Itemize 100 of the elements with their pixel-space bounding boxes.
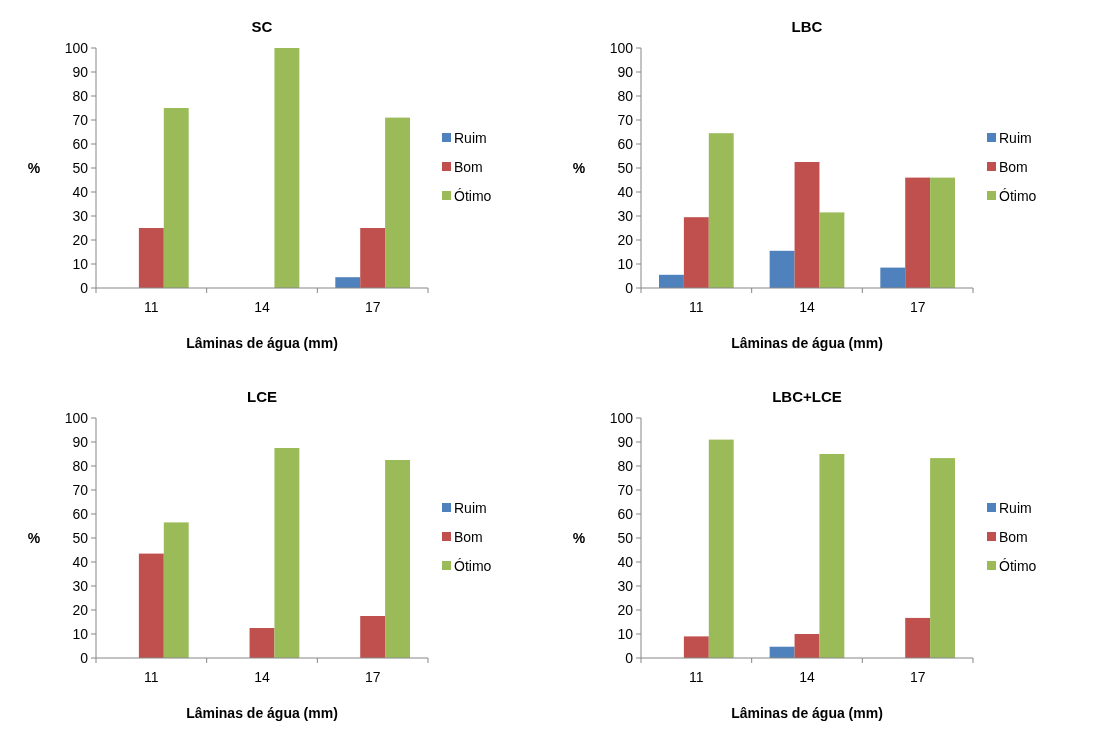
x-tick-label: 11 [144, 669, 159, 685]
x-axis-title: Lâminas de água (mm) [186, 705, 338, 721]
x-tick-label: 14 [799, 299, 815, 315]
y-tick-label: 10 [617, 625, 634, 642]
x-axis-title: Lâminas de água (mm) [186, 335, 338, 351]
y-tick-label: 40 [72, 553, 89, 570]
bar [930, 177, 956, 288]
chart-title: SC [251, 18, 273, 35]
bar [683, 217, 709, 288]
bar [385, 117, 411, 288]
y-tick-label: 30 [72, 577, 89, 594]
y-tick-label: 40 [617, 553, 634, 570]
y-tick-label: 60 [617, 505, 634, 522]
y-tick-label: 20 [72, 601, 89, 618]
y-tick-label: 100 [609, 409, 634, 426]
y-tick-label: 60 [72, 505, 89, 522]
bar [683, 636, 709, 658]
x-tick-label: 17 [909, 669, 926, 685]
bar [930, 458, 956, 658]
bar [385, 460, 411, 658]
legend-label: Ótimo [999, 187, 1037, 204]
legend-label: Bom [999, 158, 1028, 175]
x-tick-label: 17 [909, 299, 926, 315]
y-tick-label: 100 [609, 39, 634, 56]
legend-label: Ótimo [454, 187, 492, 204]
bar [138, 553, 164, 658]
chart-title: LBC+LCE [772, 388, 842, 405]
y-tick-label: 80 [72, 87, 89, 104]
y-tick-label: 30 [72, 207, 89, 224]
bar [794, 162, 820, 288]
y-tick-label: 0 [80, 649, 89, 666]
y-tick-label: 60 [617, 135, 634, 152]
x-tick-label: 11 [689, 299, 704, 315]
y-tick-label: 30 [617, 207, 634, 224]
y-tick-label: 40 [72, 183, 89, 200]
y-tick-label: 0 [625, 649, 634, 666]
y-axis-title: % [572, 159, 586, 176]
legend-label: Ótimo [454, 557, 492, 574]
y-tick-label: 90 [617, 63, 634, 80]
legend-label: Bom [999, 528, 1028, 545]
y-tick-label: 100 [64, 39, 89, 56]
y-tick-label: 0 [80, 279, 89, 296]
legend-label: Bom [454, 158, 483, 175]
x-tick-label: 17 [364, 299, 381, 315]
y-tick-label: 50 [72, 529, 89, 546]
chart-title: LBC [791, 18, 823, 35]
legend-label: Ruim [999, 499, 1032, 516]
y-tick-label: 70 [617, 111, 634, 128]
y-axis-title: % [27, 159, 41, 176]
bar [880, 267, 906, 288]
x-axis-title: Lâminas de água (mm) [731, 335, 883, 351]
y-tick-label: 0 [625, 279, 634, 296]
x-tick-label: 14 [254, 669, 270, 685]
y-tick-label: 50 [617, 529, 634, 546]
y-tick-label: 50 [72, 159, 89, 176]
bar [249, 628, 275, 658]
y-tick-label: 20 [617, 231, 634, 248]
bar [163, 108, 189, 288]
bar [794, 634, 820, 658]
y-tick-label: 50 [617, 159, 634, 176]
y-tick-label: 10 [617, 255, 634, 272]
x-tick-label: 14 [799, 669, 815, 685]
legend-label: Ruim [454, 129, 487, 146]
x-axis-title: Lâminas de água (mm) [731, 705, 883, 721]
y-tick-label: 70 [617, 481, 634, 498]
y-tick-label: 90 [72, 433, 89, 450]
bar [274, 448, 300, 658]
bar [819, 454, 845, 658]
y-tick-label: 70 [72, 111, 89, 128]
bar [819, 212, 845, 288]
x-tick-label: 11 [689, 669, 704, 685]
y-tick-label: 80 [72, 457, 89, 474]
y-tick-label: 90 [617, 433, 634, 450]
y-tick-label: 40 [617, 183, 634, 200]
y-axis-title: % [27, 529, 41, 546]
y-axis-title: % [572, 529, 586, 546]
x-tick-label: 11 [144, 299, 159, 315]
legend-label: Ruim [999, 129, 1032, 146]
y-tick-label: 30 [617, 577, 634, 594]
y-tick-label: 20 [617, 601, 634, 618]
bar [138, 228, 164, 288]
y-tick-label: 20 [72, 231, 89, 248]
y-tick-label: 80 [617, 87, 634, 104]
y-tick-label: 70 [72, 481, 89, 498]
legend-label: Ruim [454, 499, 487, 516]
bar [905, 177, 931, 288]
y-tick-label: 90 [72, 63, 89, 80]
chart-title: LCE [247, 388, 277, 405]
bar [769, 250, 795, 288]
x-tick-label: 14 [254, 299, 270, 315]
bar [708, 439, 734, 658]
bar [708, 133, 734, 288]
bar [163, 522, 189, 658]
bar [335, 277, 361, 288]
legend-label: Ótimo [999, 557, 1037, 574]
x-tick-label: 17 [364, 669, 381, 685]
y-tick-label: 80 [617, 457, 634, 474]
bar [360, 616, 386, 658]
bar [658, 274, 684, 288]
bar [274, 48, 300, 288]
